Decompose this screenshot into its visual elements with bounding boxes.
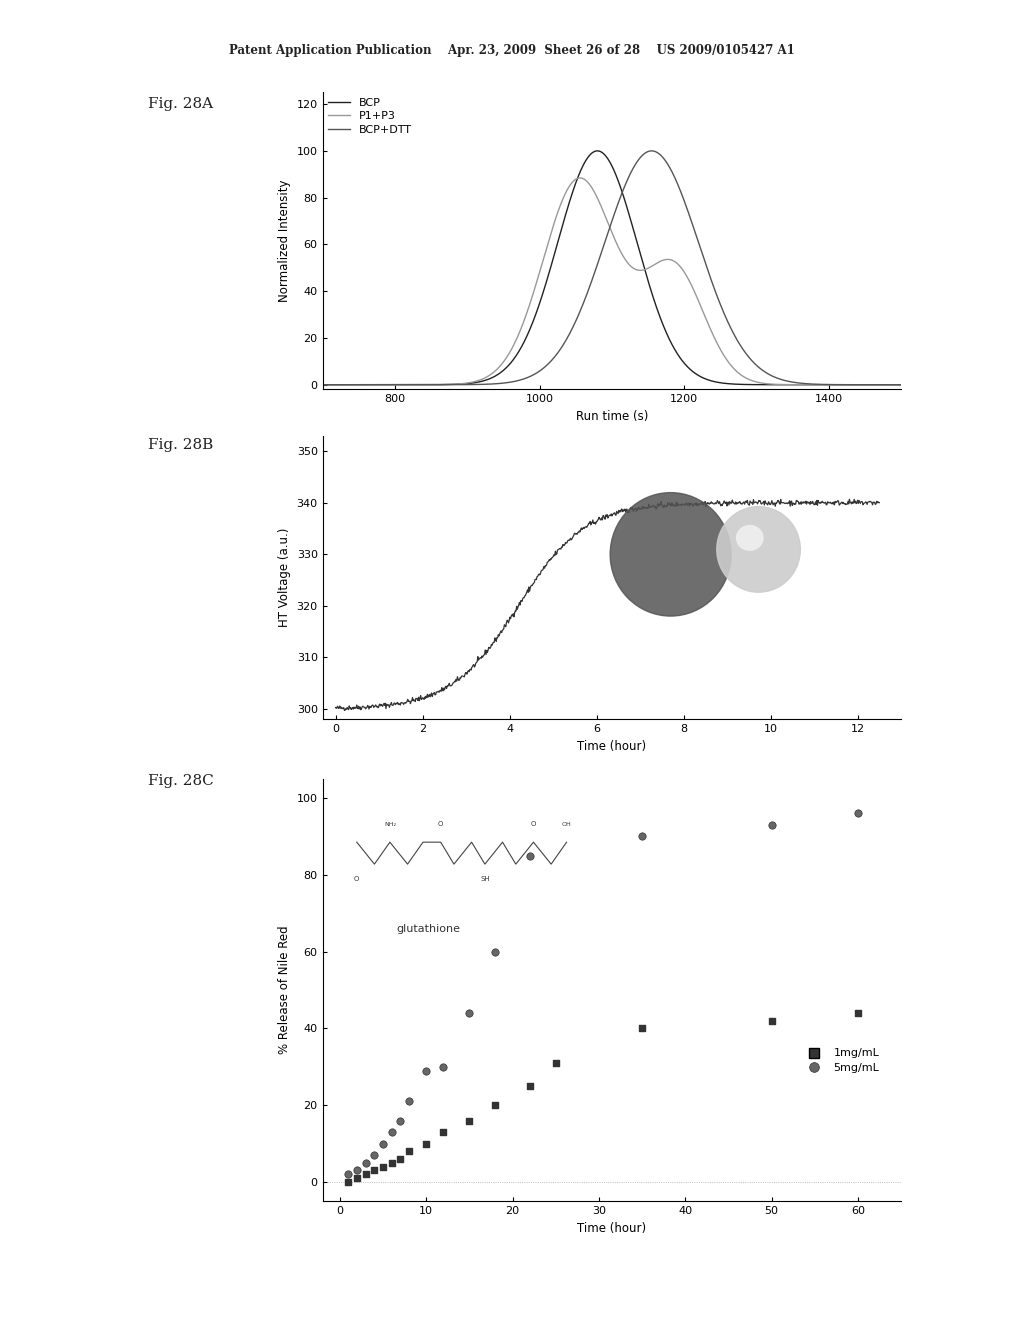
BCP+DTT [879, 376, 891, 392]
Point [435, 1122, 452, 1143]
Point [392, 1148, 409, 1170]
X-axis label: Time (hour): Time (hour) [578, 739, 646, 752]
P1+P3 [895, 376, 907, 392]
Point [418, 1133, 434, 1154]
BCP+DTT [879, 376, 891, 392]
BCP [879, 376, 891, 392]
BCP+DTT [583, 281, 595, 297]
Point [375, 1133, 391, 1154]
P1+P3 [879, 376, 891, 392]
Point [357, 1164, 374, 1185]
Line: P1+P3: P1+P3 [323, 178, 901, 384]
Text: Fig. 28B: Fig. 28B [148, 438, 214, 451]
Point [357, 1152, 374, 1173]
BCP [592, 143, 604, 158]
Point [764, 814, 780, 836]
BCP+DTT [598, 238, 610, 253]
Text: Fig. 28C: Fig. 28C [148, 775, 214, 788]
Point [392, 1110, 409, 1131]
Point [634, 826, 650, 847]
Text: Fig. 28A: Fig. 28A [148, 98, 214, 111]
Point [340, 1171, 356, 1192]
Line: BCP: BCP [323, 150, 901, 384]
Point [400, 1090, 417, 1111]
BCP+DTT [772, 371, 784, 387]
P1+P3 [583, 176, 595, 191]
BCP [346, 376, 358, 392]
BCP [583, 149, 595, 165]
BCP [316, 376, 329, 392]
Y-axis label: % Release of Nile Red: % Release of Nile Red [279, 925, 291, 1055]
Point [418, 1060, 434, 1081]
P1+P3 [573, 170, 586, 186]
Point [461, 1110, 477, 1131]
P1+P3 [879, 376, 891, 392]
Point [340, 1164, 356, 1185]
Y-axis label: Normalized Intensity: Normalized Intensity [279, 180, 291, 302]
Point [850, 1002, 866, 1023]
X-axis label: Run time (s): Run time (s) [575, 409, 648, 422]
Point [367, 1160, 383, 1181]
P1+P3 [316, 376, 329, 392]
Point [367, 1144, 383, 1166]
P1+P3 [346, 376, 358, 392]
BCP [879, 376, 891, 392]
Text: Patent Application Publication    Apr. 23, 2009  Sheet 26 of 28    US 2009/01054: Patent Application Publication Apr. 23, … [229, 44, 795, 57]
Point [487, 1094, 504, 1115]
Point [400, 1140, 417, 1162]
Legend: 1mg/mL, 5mg/mL: 1mg/mL, 5mg/mL [798, 1044, 884, 1077]
Y-axis label: HT Voltage (a.u.): HT Voltage (a.u.) [279, 528, 291, 627]
Point [435, 1056, 452, 1077]
Point [850, 803, 866, 824]
Point [461, 1002, 477, 1023]
X-axis label: Time (hour): Time (hour) [578, 1221, 646, 1234]
Point [764, 1010, 780, 1031]
Legend: BCP, P1+P3, BCP+DTT: BCP, P1+P3, BCP+DTT [324, 94, 417, 139]
Point [383, 1152, 399, 1173]
P1+P3 [772, 376, 784, 392]
Point [375, 1156, 391, 1177]
Point [548, 1052, 564, 1073]
Point [634, 1018, 650, 1039]
Point [521, 845, 538, 866]
BCP+DTT [316, 376, 329, 392]
Point [349, 1160, 366, 1181]
Point [383, 1122, 399, 1143]
Point [349, 1168, 366, 1189]
BCP [895, 376, 907, 392]
Point [487, 941, 504, 962]
Line: BCP+DTT: BCP+DTT [323, 150, 901, 384]
BCP+DTT [895, 376, 907, 392]
Text: glutathione: glutathione [396, 924, 460, 935]
BCP [772, 376, 784, 392]
BCP+DTT [346, 376, 358, 392]
Point [521, 1076, 538, 1097]
BCP [598, 147, 610, 162]
BCP+DTT [645, 143, 657, 158]
P1+P3 [598, 206, 610, 222]
